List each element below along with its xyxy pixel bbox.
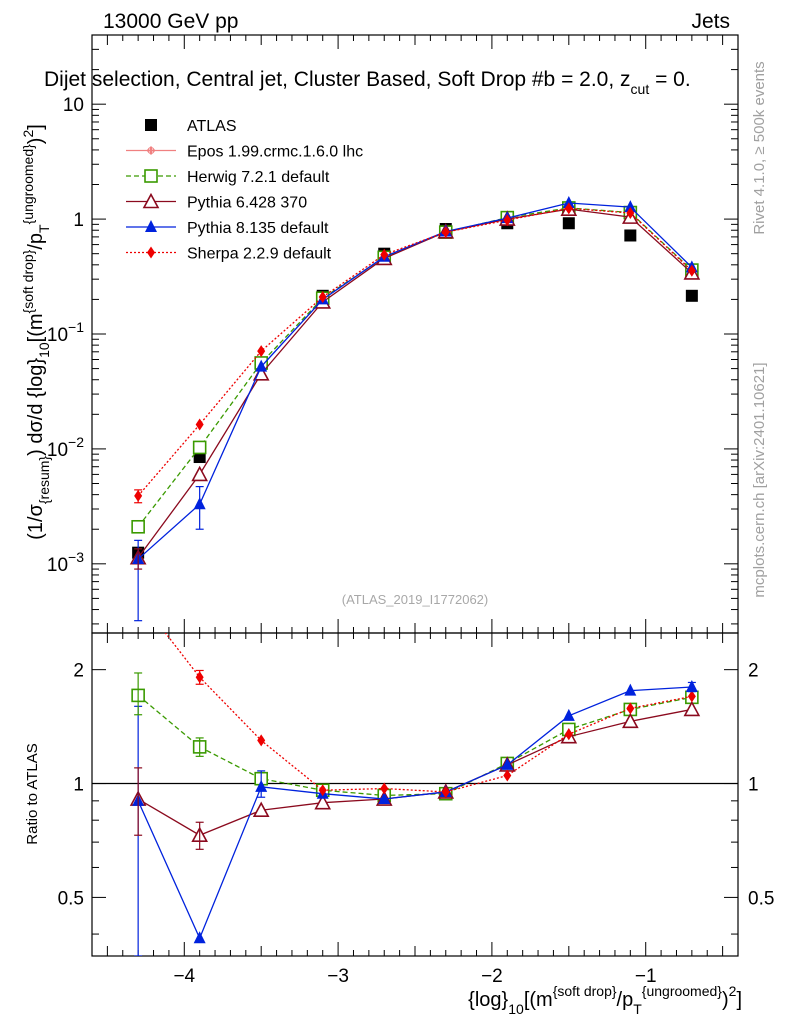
legend-entry-atlas: ATLAS bbox=[145, 118, 237, 135]
sherpa-2-2-9-default-ratio-point bbox=[503, 769, 512, 782]
x-axis-label: {log}10[(m{soft drop}/pT{ungroomed})2] bbox=[468, 983, 742, 1017]
herwig-7-2-1-default-point bbox=[192, 440, 207, 455]
pythia-6-428-370-line bbox=[137, 208, 693, 559]
legend-entry-herwig-7-2-1-default: Herwig 7.2.1 default bbox=[126, 169, 330, 186]
sherpa-2-2-9-default-line bbox=[137, 207, 693, 497]
ratio-y-tick-label-right: 1 bbox=[748, 775, 759, 796]
pythia-6-428-370-ratio-point bbox=[252, 801, 270, 818]
sherpa-2-2-9-default-point bbox=[564, 202, 573, 215]
ratio-y-tick-label-right: 0.5 bbox=[748, 888, 774, 909]
herwig-7-2-1-default-ratio-line bbox=[137, 694, 692, 797]
main-series-group bbox=[129, 196, 701, 622]
sherpa-2-2-9-default-ratio-point bbox=[687, 690, 696, 703]
legend-entry-pythia-6-428-370: Pythia 6.428 370 bbox=[126, 192, 307, 212]
analysis-watermark: (ATLAS_2019_I1772062) bbox=[342, 592, 488, 607]
legend-entry-pythia-8-135-default-marker bbox=[145, 220, 157, 232]
pythia-6-428-370-ratio-point bbox=[683, 700, 701, 717]
sherpa-2-2-9-default-ratio-point bbox=[318, 784, 327, 797]
pythia-8-135-default-point bbox=[562, 196, 575, 209]
x-tick-label: −1 bbox=[635, 966, 657, 987]
main-y-axis-label: (1/σ{resum}) dσ/d {log}10[(m{soft drop}/… bbox=[20, 124, 52, 540]
legend-entry-herwig-7-2-1-default-marker bbox=[144, 169, 158, 183]
legend-entry-sherpa-2-2-9-default: Sherpa 2.2.9 default bbox=[126, 246, 332, 263]
legend-entry-epos-1-99-crmc-1-6-0-lhc: Epos 1.99.crmc.1.6.0 lhc bbox=[126, 144, 363, 161]
sherpa-2-2-9-default-point bbox=[195, 418, 204, 431]
ratio-y-axis-label: Ratio to ATLAS bbox=[24, 743, 41, 844]
pythia-8-135-default-point bbox=[255, 359, 268, 372]
x-tick-label: −4 bbox=[173, 966, 195, 987]
main-y-tick-label: 10−2 bbox=[47, 434, 84, 461]
pythia-8-135-default-ratio-point bbox=[624, 683, 637, 696]
sherpa-2-2-9-default-ratio-line bbox=[164, 633, 692, 793]
selection-title-tail: = 0. bbox=[649, 68, 690, 91]
sherpa-2-2-9-default-point bbox=[257, 345, 266, 358]
axes-group: 10 1 10−1 10−2 10−3 −4 −3 −2 −1 2 2 1 1 0.5 0.5 bbox=[47, 34, 774, 987]
pythia-8-135-default-ratio-point bbox=[501, 757, 514, 770]
sherpa-2-2-9-default-point bbox=[318, 290, 327, 303]
legend: ATLAS Epos 1.99.crmc.1.6.0 lhc Herwig 7.2.… bbox=[126, 118, 363, 263]
selection-title-sub: cut bbox=[631, 81, 650, 97]
ratio-y-tick-label: 2 bbox=[73, 661, 84, 682]
sherpa-2-2-9-default-ratio-point bbox=[564, 728, 573, 741]
x-tick-label: −2 bbox=[481, 966, 503, 987]
pythia-8-135-default-ratio-point bbox=[193, 931, 206, 944]
atlas-point bbox=[685, 289, 698, 302]
pythia-8-135-default-ratio-point bbox=[562, 708, 575, 721]
legend-entry-pythia-8-135-default-label: Pythia 8.135 default bbox=[187, 220, 329, 237]
mcplots-label: mcplots.cern.ch [arXiv:2401.10621] bbox=[751, 362, 768, 597]
legend-entry-atlas-marker bbox=[145, 119, 157, 131]
legend-entry-pythia-8-135-default: Pythia 8.135 default bbox=[126, 220, 329, 237]
ratio-series-group bbox=[129, 633, 701, 956]
legend-entry-pythia-6-428-370-marker bbox=[142, 192, 160, 209]
pythia-8-135-default-ratio-line bbox=[137, 686, 692, 940]
legend-entry-herwig-7-2-1-default-label: Herwig 7.2.1 default bbox=[187, 169, 330, 186]
atlas-point bbox=[624, 229, 637, 242]
energy-label: 13000 GeV pp bbox=[103, 10, 238, 33]
main-y-tick-label: 10 bbox=[63, 95, 84, 116]
legend-entry-sherpa-2-2-9-default-label: Sherpa 2.2.9 default bbox=[187, 246, 332, 263]
sherpa-2-2-9-default-ratio-point bbox=[380, 782, 389, 795]
main-y-tick-label: 10−1 bbox=[47, 319, 84, 346]
legend-entry-atlas-label: ATLAS bbox=[187, 118, 237, 135]
sherpa-2-2-9-default-point bbox=[626, 206, 635, 219]
legend-entry-sherpa-2-2-9-default-marker bbox=[147, 246, 155, 259]
ratio-y-tick-label-right: 2 bbox=[748, 661, 759, 682]
pythia-6-428-370-ratio-line bbox=[137, 708, 692, 836]
main-y-tick-label: 1 bbox=[73, 210, 84, 231]
selection-title: Dijet selection, Central jet, Cluster Ba… bbox=[44, 68, 691, 97]
sherpa-2-2-9-default-ratio-point bbox=[257, 734, 266, 747]
pythia-8-135-default-line bbox=[137, 202, 693, 560]
atlas-point bbox=[562, 217, 575, 230]
main-y-tick-label: 10−3 bbox=[47, 549, 84, 576]
ratio-y-tick-label: 1 bbox=[73, 775, 84, 796]
pythia-8-135-default-ratio-point bbox=[378, 792, 391, 805]
selection-title-main: Dijet selection, Central jet, Cluster Ba… bbox=[44, 68, 631, 91]
ratio-y-tick-label: 0.5 bbox=[58, 888, 84, 909]
process-label: Jets bbox=[691, 10, 730, 33]
legend-entry-epos-1-99-crmc-1-6-0-lhc-label: Epos 1.99.crmc.1.6.0 lhc bbox=[187, 144, 363, 161]
sherpa-2-2-9-default-point bbox=[441, 226, 450, 239]
sherpa-2-2-9-default-ratio-point bbox=[626, 702, 635, 715]
pythia-6-428-370-ratio-point bbox=[314, 793, 332, 810]
pythia-6-428-370-ratio-point bbox=[621, 712, 639, 729]
sherpa-2-2-9-default-point bbox=[380, 248, 389, 261]
rivet-version-label: Rivet 4.1.0, ≥ 500k events bbox=[751, 61, 768, 234]
pythia-6-428-370-point bbox=[191, 465, 209, 482]
sherpa-2-2-9-default-ratio-point bbox=[441, 785, 450, 798]
sherpa-2-2-9-default-point bbox=[503, 214, 512, 227]
herwig-7-2-1-default-point bbox=[131, 519, 145, 534]
legend-entry-epos-1-99-crmc-1-6-0-lhc-marker bbox=[147, 146, 155, 155]
pythia-8-135-default-point bbox=[624, 200, 637, 213]
sherpa-2-2-9-default-point bbox=[687, 264, 696, 277]
x-tick-label: −3 bbox=[327, 966, 349, 987]
legend-entry-pythia-6-428-370-label: Pythia 6.428 370 bbox=[187, 195, 307, 212]
